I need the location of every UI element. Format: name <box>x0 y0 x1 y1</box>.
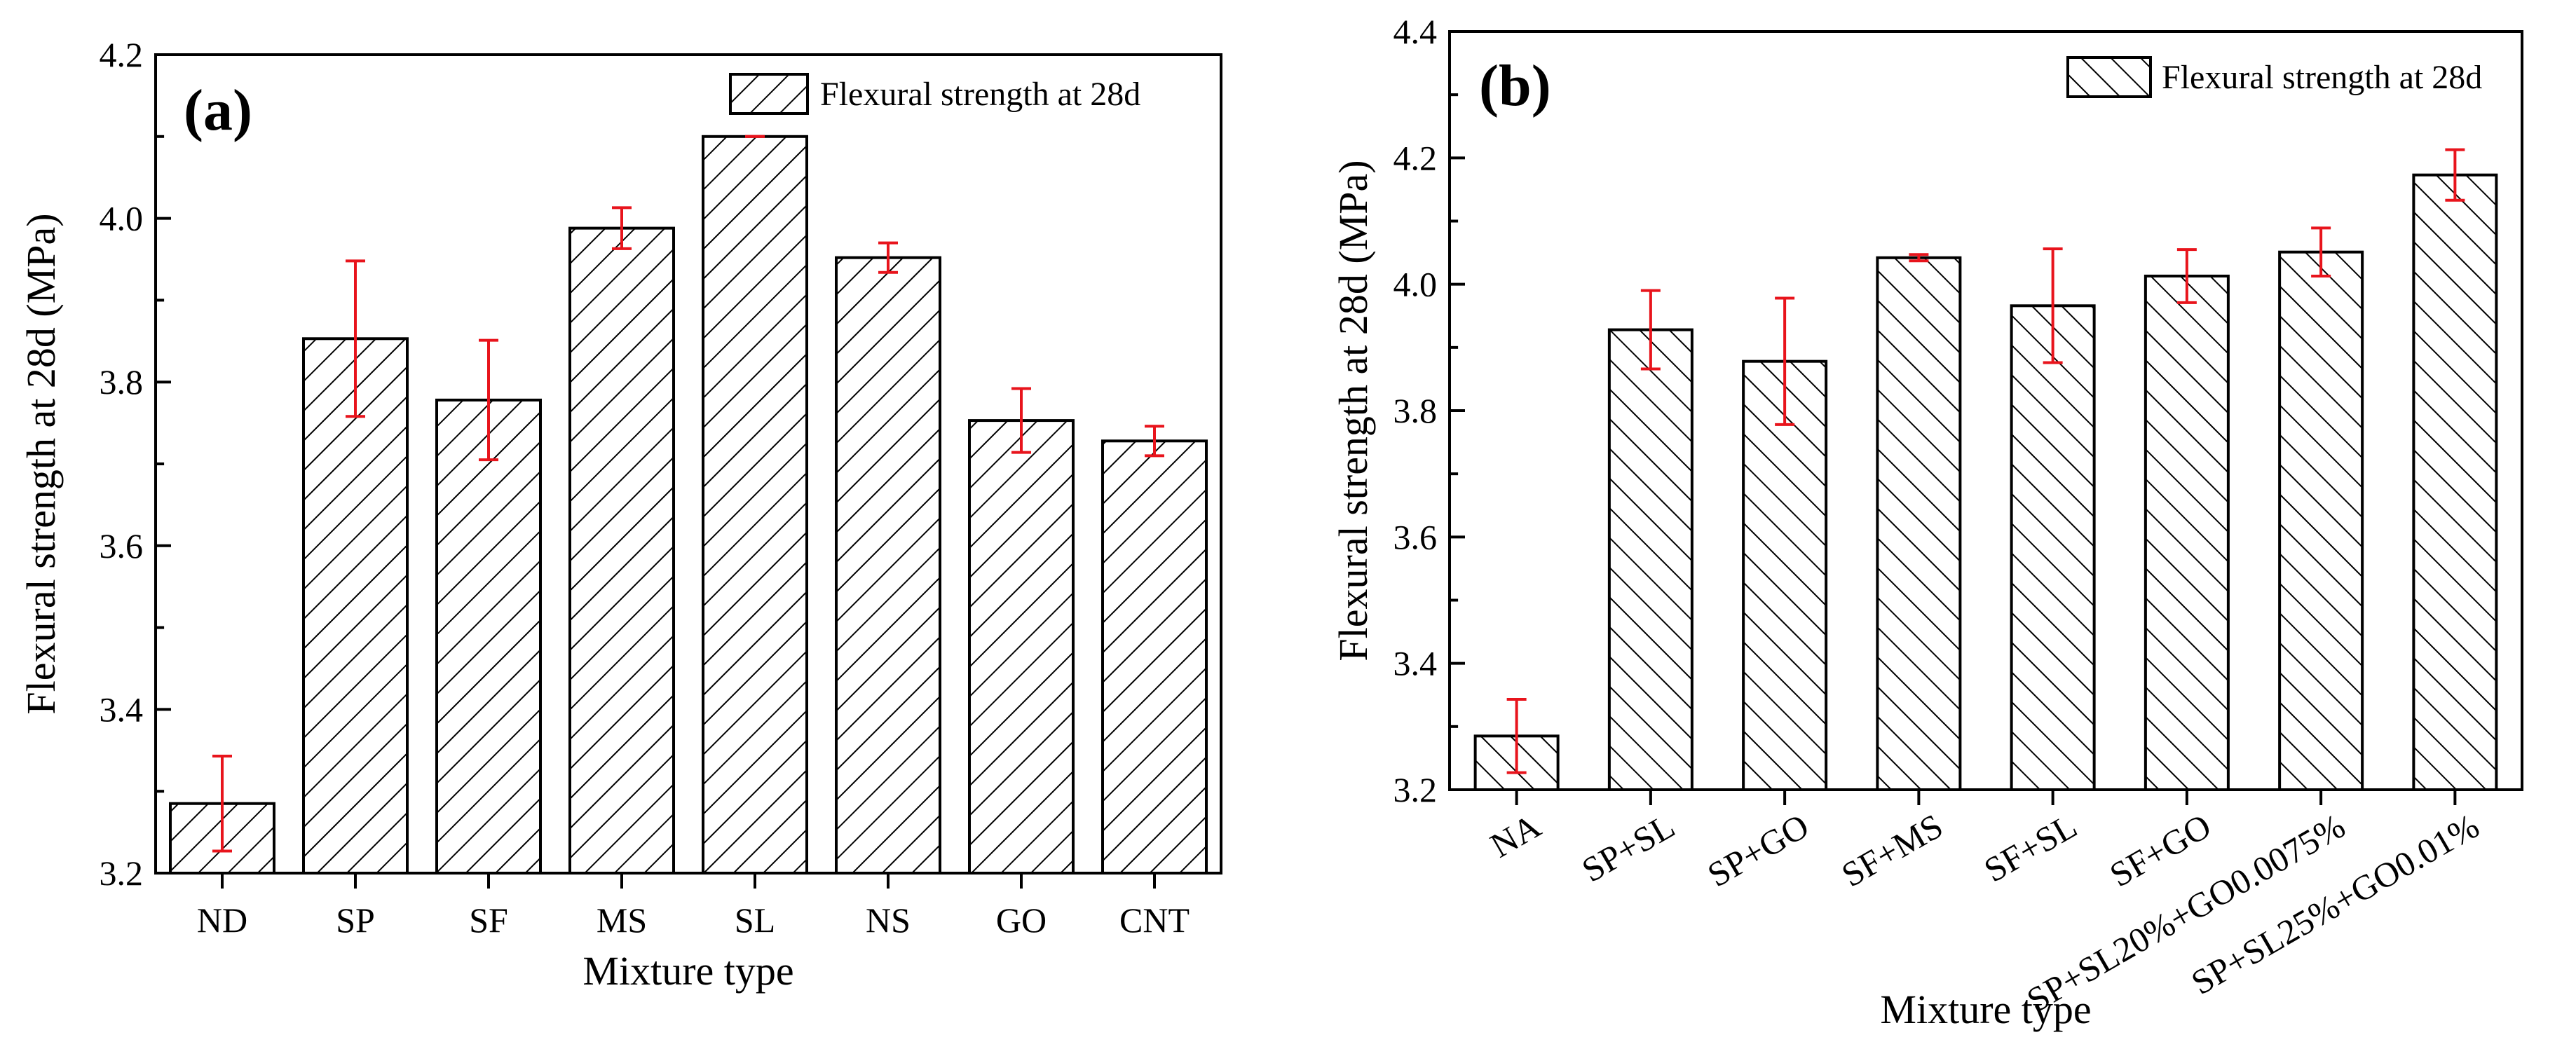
legend-label: Flexural strength at 28d <box>2162 59 2482 96</box>
y-tick-label: 3.2 <box>100 853 144 893</box>
legend-label: Flexural strength at 28d <box>820 76 1140 113</box>
y-tick-label: 4.0 <box>100 199 144 238</box>
legend: Flexural strength at 28d <box>2066 56 2482 98</box>
y-axis: 3.2 3.4 3.6 3.8 4.0 4.2 4.4 <box>1393 12 1465 809</box>
x-tick-label: ND <box>197 900 247 940</box>
bar-group <box>169 135 1208 875</box>
x-tick-label: NA <box>1484 806 1548 865</box>
y-tick-label: 3.2 <box>1393 770 1438 809</box>
bar-group <box>1473 173 2498 792</box>
bar <box>1876 256 1962 791</box>
bar <box>302 337 409 875</box>
x-axis-title: Mixture type <box>582 948 793 994</box>
error-bar-group <box>212 135 1164 853</box>
bar <box>835 256 941 875</box>
panel-label: (a) <box>184 78 252 143</box>
x-tick-label: SF+MS <box>1835 806 1949 895</box>
x-tick-label: SF <box>469 900 508 940</box>
y-tick-label: 3.4 <box>1393 644 1438 683</box>
legend: Flexural strength at 28d <box>729 73 1140 115</box>
bar <box>1607 328 1694 791</box>
error-bar-group <box>1506 148 2465 774</box>
chart-panel-b: 3.2 3.4 3.6 3.8 4.0 4.2 4.4 NA SP+SL SP+GO SF+MS S… <box>1330 12 2523 1032</box>
x-tick-label: CNT <box>1119 900 1190 940</box>
bar <box>2010 304 2096 792</box>
y-tick-label: 3.6 <box>100 526 144 565</box>
x-tick-label: NS <box>866 900 911 940</box>
y-tick-label: 4.0 <box>1393 265 1438 304</box>
y-tick-label: 4.2 <box>100 35 144 74</box>
x-tick-label: SP <box>336 900 375 940</box>
x-axis: NA SP+SL SP+GO SF+MS SF+SL SF+GOSP+SL20%+GO0.… <box>1484 790 2486 1020</box>
x-tick-label: SL <box>735 900 775 940</box>
bar <box>568 226 675 875</box>
bar <box>2412 173 2498 791</box>
y-tick-label: 4.2 <box>1393 138 1438 177</box>
x-tick-label: SP+GO <box>1701 806 1815 895</box>
legend-swatch <box>729 73 809 115</box>
bar <box>2278 250 2364 792</box>
y-tick-label: 4.4 <box>1393 12 1438 51</box>
x-tick-label: GO <box>996 900 1047 940</box>
chart-panel-a: 3.2 3.4 3.6 3.8 4.0 4.2 ND SP SF MS SL NS GO CNT (a)… <box>18 35 1222 994</box>
y-axis-title: Flexural strength at 28d (MPa) <box>18 213 64 714</box>
y-tick-label: 3.8 <box>1393 391 1438 430</box>
bar <box>702 135 808 875</box>
y-axis: 3.2 3.4 3.6 3.8 4.0 4.2 <box>100 35 171 893</box>
bar <box>435 398 542 875</box>
bar <box>2144 274 2230 791</box>
y-tick-label: 3.8 <box>100 362 144 402</box>
x-tick-label: MS <box>597 900 647 940</box>
y-tick-label: 3.4 <box>100 690 144 729</box>
x-axis: ND SP SF MS SL NS GO CNT <box>197 873 1190 940</box>
y-tick-label: 3.6 <box>1393 517 1438 556</box>
y-axis-title: Flexural strength at 28d (MPa) <box>1330 160 1376 661</box>
bar <box>1101 439 1208 875</box>
bar <box>968 419 1075 875</box>
x-axis-title: Mixture type <box>1880 987 2091 1032</box>
panel-label: (b) <box>1479 53 1551 118</box>
x-tick-label: SP+SL <box>1575 806 1681 890</box>
legend-swatch <box>2066 56 2152 98</box>
x-tick-label: SF+SL <box>1977 806 2083 890</box>
